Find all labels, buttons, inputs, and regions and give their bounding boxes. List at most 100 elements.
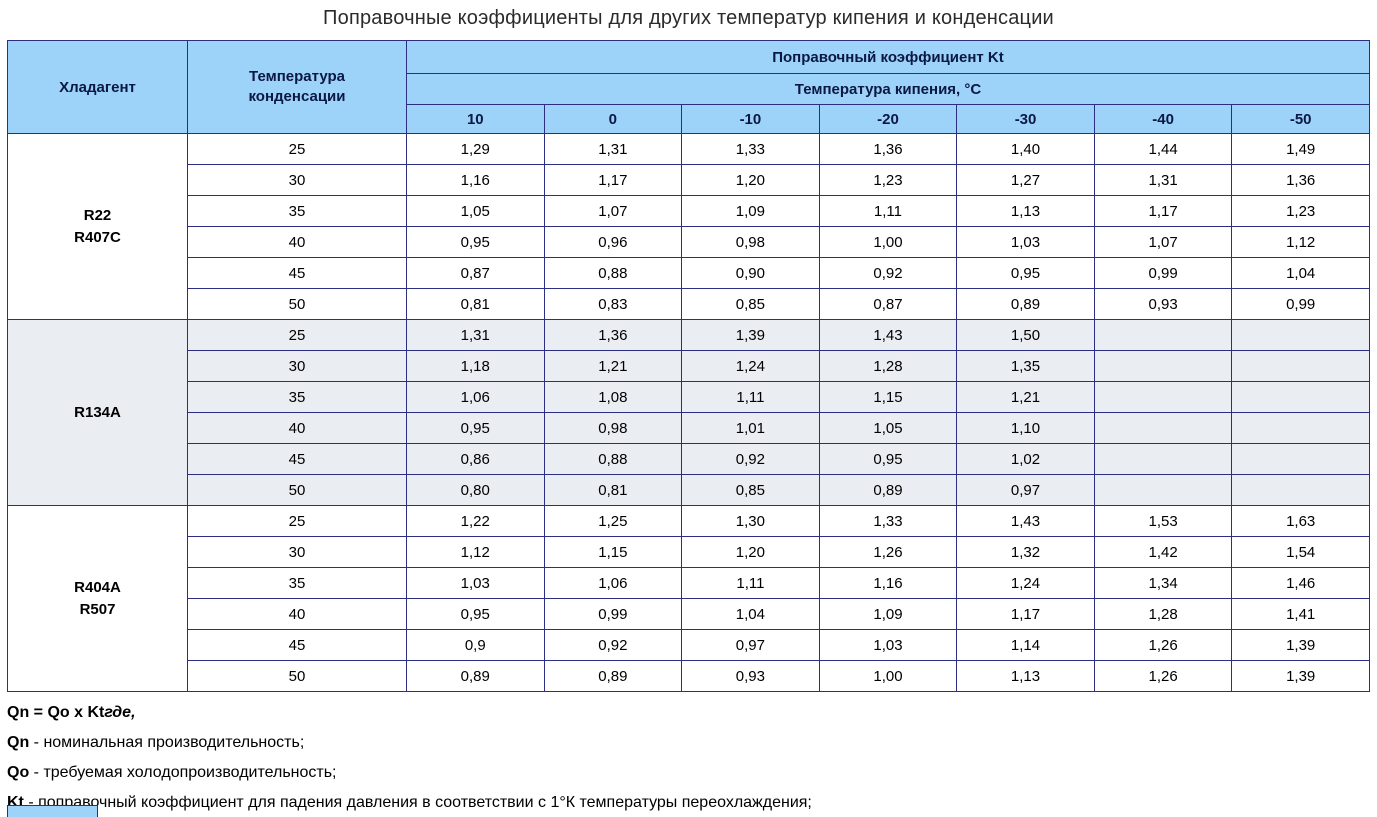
coefficient-value-cell: 1,36 (1231, 164, 1370, 196)
coefficient-value-cell: 1,16 (818, 567, 958, 599)
coefficient-value-cell: 1,14 (956, 629, 1095, 661)
table-row: 45 0,9 0,92 0,97 1,03 1,14 1,26 1,39 (8, 629, 1370, 661)
coefficient-value-cell: 0,89 (818, 474, 958, 506)
coefficient-value-cell: 0,87 (818, 288, 958, 320)
condensation-temp-cell: 30 (187, 350, 407, 382)
coefficient-value-cell: 1,24 (956, 567, 1095, 599)
coefficient-value-cell: 1,17 (1093, 195, 1233, 227)
coefficient-value-cell: 0,85 (681, 474, 820, 506)
coefficient-value-cell: 1,43 (956, 505, 1095, 537)
coefficient-value-cell: 1,07 (543, 195, 683, 227)
coefficient-value-cell: 1,05 (818, 412, 958, 444)
coefficient-value-cell: 1,09 (818, 598, 958, 630)
condensation-temp-cell: 45 (187, 443, 407, 475)
coefficient-value-cell: 1,17 (956, 598, 1095, 630)
coefficient-value-cell: 1,36 (543, 319, 683, 351)
coefficient-value-cell: 1,04 (681, 598, 820, 630)
coefficient-value-cell: 1,20 (681, 536, 820, 568)
coefficient-value-cell: 1,32 (956, 536, 1095, 568)
coefficient-value-cell: 1,11 (681, 381, 820, 413)
coefficient-value-cell: 1,20 (681, 164, 820, 196)
coefficient-value-cell: 0,85 (681, 288, 820, 320)
footnote-line: Qo - требуемая холодопроизводительность; (7, 764, 337, 781)
table-row: 45 0,87 0,88 0,90 0,92 0,95 0,99 1,04 (8, 257, 1370, 289)
coefficient-value-cell: 0,81 (543, 474, 683, 506)
coefficient-value-cell: 0,90 (681, 257, 820, 289)
condensation-temp-cell: 40 (187, 226, 407, 258)
table-row: 40 0,95 0,96 0,98 1,00 1,03 1,07 1,12 (8, 226, 1370, 258)
coefficient-value-cell: 1,03 (406, 567, 545, 599)
coefficient-value-cell: 1,09 (681, 195, 820, 227)
table-body: R22 R407C 25 1,29 1,31 1,33 1,36 1,40 1,44 1,49 30… (7, 133, 1370, 692)
coefficient-value-cell: 1,63 (1231, 505, 1370, 537)
condensation-temp-cell: 45 (187, 257, 407, 289)
coefficient-value-cell: 1,28 (818, 350, 958, 382)
table-row: 30 1,18 1,21 1,24 1,28 1,35 (8, 350, 1370, 382)
table-row: 50 0,80 0,81 0,85 0,89 0,97 (8, 474, 1370, 506)
header-refrigerant: Хладагент (7, 40, 188, 134)
coefficient-value-cell: 0,97 (681, 629, 820, 661)
condensation-temp-cell: 40 (187, 412, 407, 444)
coefficient-value-cell: 1,50 (956, 319, 1095, 351)
refrigerant-name: R134A (74, 403, 121, 421)
footnote-term: Qn = Qo x Kt (7, 704, 105, 721)
coefficient-value-cell: 1,26 (818, 536, 958, 568)
coefficient-value-cell: 1,11 (681, 567, 820, 599)
coefficient-value-cell (1231, 319, 1370, 351)
coefficient-value-cell: 1,40 (956, 133, 1095, 165)
table-header: Хладагент Температура конденсации Поправ… (7, 40, 1370, 134)
coefficient-value-cell: 1,31 (543, 133, 683, 165)
coefficient-value-cell (1231, 350, 1370, 382)
coefficient-value-cell (1093, 319, 1233, 351)
table-row: 50 0,89 0,89 0,93 1,00 1,13 1,26 1,39 (8, 660, 1370, 692)
coefficient-value-cell: 1,08 (543, 381, 683, 413)
condensation-temp-cell: 25 (187, 505, 407, 537)
table-row: 30 1,16 1,17 1,20 1,23 1,27 1,31 1,36 (8, 164, 1370, 196)
header-condensation-line2: конденсации (248, 88, 346, 105)
coefficient-value-cell: 1,15 (818, 381, 958, 413)
coefficient-value-cell: 1,28 (1093, 598, 1233, 630)
table-row: 40 0,95 0,98 1,01 1,05 1,10 (8, 412, 1370, 444)
footnote-term: Qn (7, 734, 30, 751)
coefficient-value-cell: 0,93 (681, 660, 820, 692)
refrigerant-name: R507 (79, 600, 116, 618)
coefficient-value-cell: 1,31 (1093, 164, 1233, 196)
coefficient-value-cell: 1,53 (1093, 505, 1233, 537)
refrigerant-name: R404A (74, 578, 121, 596)
coefficient-value-cell: 1,35 (956, 350, 1095, 382)
refrigerant-name: R22 (83, 206, 112, 224)
footnote-term: Qo (7, 764, 30, 781)
coefficient-value-cell: 0,88 (543, 257, 683, 289)
condensation-temp-cell: 50 (187, 474, 407, 506)
coefficient-value-cell: 1,11 (818, 195, 958, 227)
coefficient-value-cell: 1,21 (956, 381, 1095, 413)
header-boiling-temp: -30 (956, 104, 1095, 134)
coefficient-value-cell: 1,03 (956, 226, 1095, 258)
header-condensation-temp: Температура конденсации (187, 40, 407, 134)
coefficient-value-cell: 1,46 (1231, 567, 1370, 599)
coefficient-value-cell: 0,92 (543, 629, 683, 661)
coefficient-value-cell: 0,81 (406, 288, 545, 320)
coefficient-value-cell: 1,12 (406, 536, 545, 568)
coefficient-value-cell (1093, 474, 1233, 506)
coefficient-value-cell: 1,42 (1093, 536, 1233, 568)
coefficient-value-cell: 0,83 (543, 288, 683, 320)
coefficient-value-cell: 0,88 (543, 443, 683, 475)
condensation-temp-cell: 45 (187, 629, 407, 661)
table-row: R404A R507 25 1,22 1,25 1,30 1,33 1,43 1,53 1,63 (7, 505, 1370, 692)
footnote-line: Kt - поправочный коэффициент для падения… (7, 794, 812, 811)
condensation-temp-cell: 35 (187, 567, 407, 599)
coefficient-value-cell: 0,97 (956, 474, 1095, 506)
coefficient-value-cell: 1,36 (818, 133, 958, 165)
coefficient-value-cell: 1,07 (1093, 226, 1233, 258)
coefficients-table: Хладагент Температура конденсации Поправ… (7, 40, 1370, 692)
coefficient-value-cell (1231, 412, 1370, 444)
coefficient-value-cell: 1,00 (818, 660, 958, 692)
table-row: 35 1,05 1,07 1,09 1,11 1,13 1,17 1,23 (8, 195, 1370, 227)
coefficient-value-cell: 0,95 (406, 598, 545, 630)
condensation-temp-cell: 35 (187, 381, 407, 413)
coefficient-value-cell: 0,89 (543, 660, 683, 692)
header-boiling-temp: -40 (1093, 104, 1233, 134)
coefficient-value-cell: 1,24 (681, 350, 820, 382)
coefficient-value-cell: 1,21 (543, 350, 683, 382)
